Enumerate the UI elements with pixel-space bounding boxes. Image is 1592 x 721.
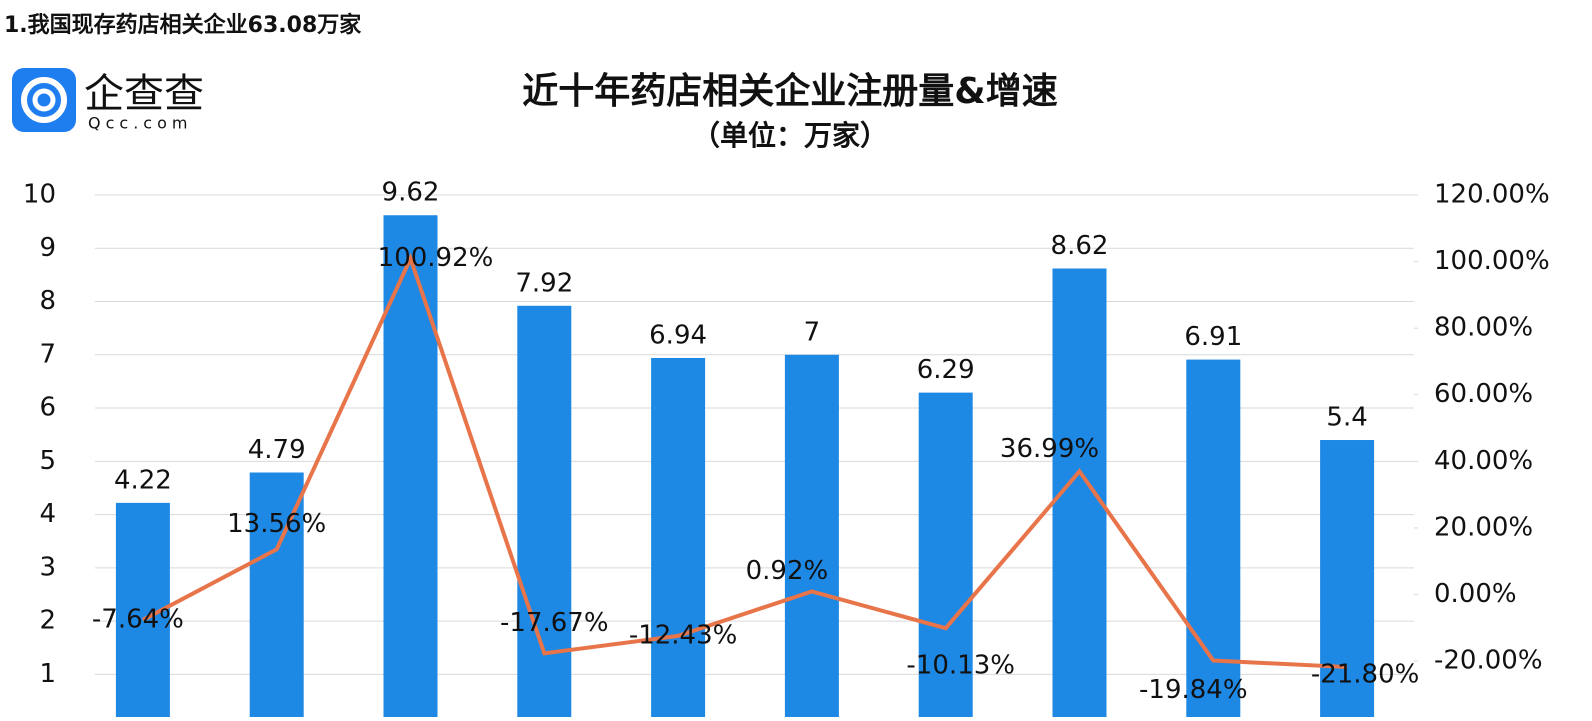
line-label: -21.80% bbox=[1311, 660, 1420, 690]
y2-tick-label: 100.00% bbox=[1434, 246, 1550, 276]
y2-tick-label: 40.00% bbox=[1434, 446, 1533, 476]
y-tick-label: 1 bbox=[39, 659, 56, 689]
bar-label: 6.29 bbox=[917, 355, 975, 385]
bar-label: 6.94 bbox=[649, 320, 707, 350]
bar-label: 6.91 bbox=[1184, 322, 1242, 352]
line-label: 36.99% bbox=[1000, 434, 1099, 464]
y2-tick-label: -20.00% bbox=[1434, 646, 1543, 676]
y-tick-label: 9 bbox=[39, 233, 56, 263]
y-tick-label: 2 bbox=[39, 606, 56, 636]
chart-subtitle: （单位：万家） bbox=[692, 119, 888, 152]
bar-label: 7 bbox=[804, 317, 821, 347]
bar bbox=[651, 357, 706, 717]
line-label: 100.92% bbox=[378, 243, 494, 273]
y2-tick-label: 20.00% bbox=[1434, 512, 1533, 542]
line-label: -7.64% bbox=[92, 604, 184, 634]
bar bbox=[1320, 440, 1375, 717]
line-label: 0.92% bbox=[746, 556, 829, 586]
line-label: -17.67% bbox=[500, 608, 609, 638]
line-label: -19.84% bbox=[1139, 675, 1248, 705]
heading: 1.我国现存药店相关企业63.08万家 bbox=[4, 12, 362, 38]
y-tick-label: 5 bbox=[39, 446, 56, 476]
line-label: 13.56% bbox=[227, 509, 326, 539]
y-tick-label: 3 bbox=[39, 552, 56, 582]
bar-label: 8.62 bbox=[1051, 231, 1109, 261]
bar-label: 9.62 bbox=[382, 178, 440, 208]
y2-tick-label: 80.00% bbox=[1434, 313, 1533, 343]
line-label: -12.43% bbox=[629, 620, 738, 650]
y-tick-label: 6 bbox=[39, 393, 56, 423]
y2-tick-label: 120.00% bbox=[1434, 180, 1550, 210]
bar-label: 5.4 bbox=[1326, 403, 1367, 433]
logo-domain: Qcc.com bbox=[88, 114, 192, 133]
y-tick-label: 10 bbox=[23, 180, 56, 210]
logo: 企查查 Qcc.com bbox=[12, 68, 204, 133]
bar-label: 7.92 bbox=[515, 268, 573, 298]
y-tick-label: 8 bbox=[39, 286, 56, 316]
logo-ring bbox=[32, 88, 56, 112]
bar bbox=[784, 354, 839, 717]
logo-name: 企查查 bbox=[84, 71, 204, 117]
y2-tick-label: 0.00% bbox=[1434, 579, 1517, 609]
y-tick-label: 4 bbox=[39, 499, 56, 529]
line-label: -10.13% bbox=[906, 651, 1015, 681]
chart-title: 近十年药店相关企业注册量&增速 bbox=[522, 70, 1057, 112]
bar bbox=[918, 392, 973, 717]
bar-label: 4.79 bbox=[248, 435, 306, 465]
y2-tick-label: 60.00% bbox=[1434, 379, 1533, 409]
bar-label: 4.22 bbox=[114, 465, 172, 495]
logo-ring bbox=[21, 77, 67, 123]
line bbox=[141, 253, 1348, 670]
bar bbox=[383, 215, 438, 717]
y-tick-label: 7 bbox=[39, 339, 56, 369]
